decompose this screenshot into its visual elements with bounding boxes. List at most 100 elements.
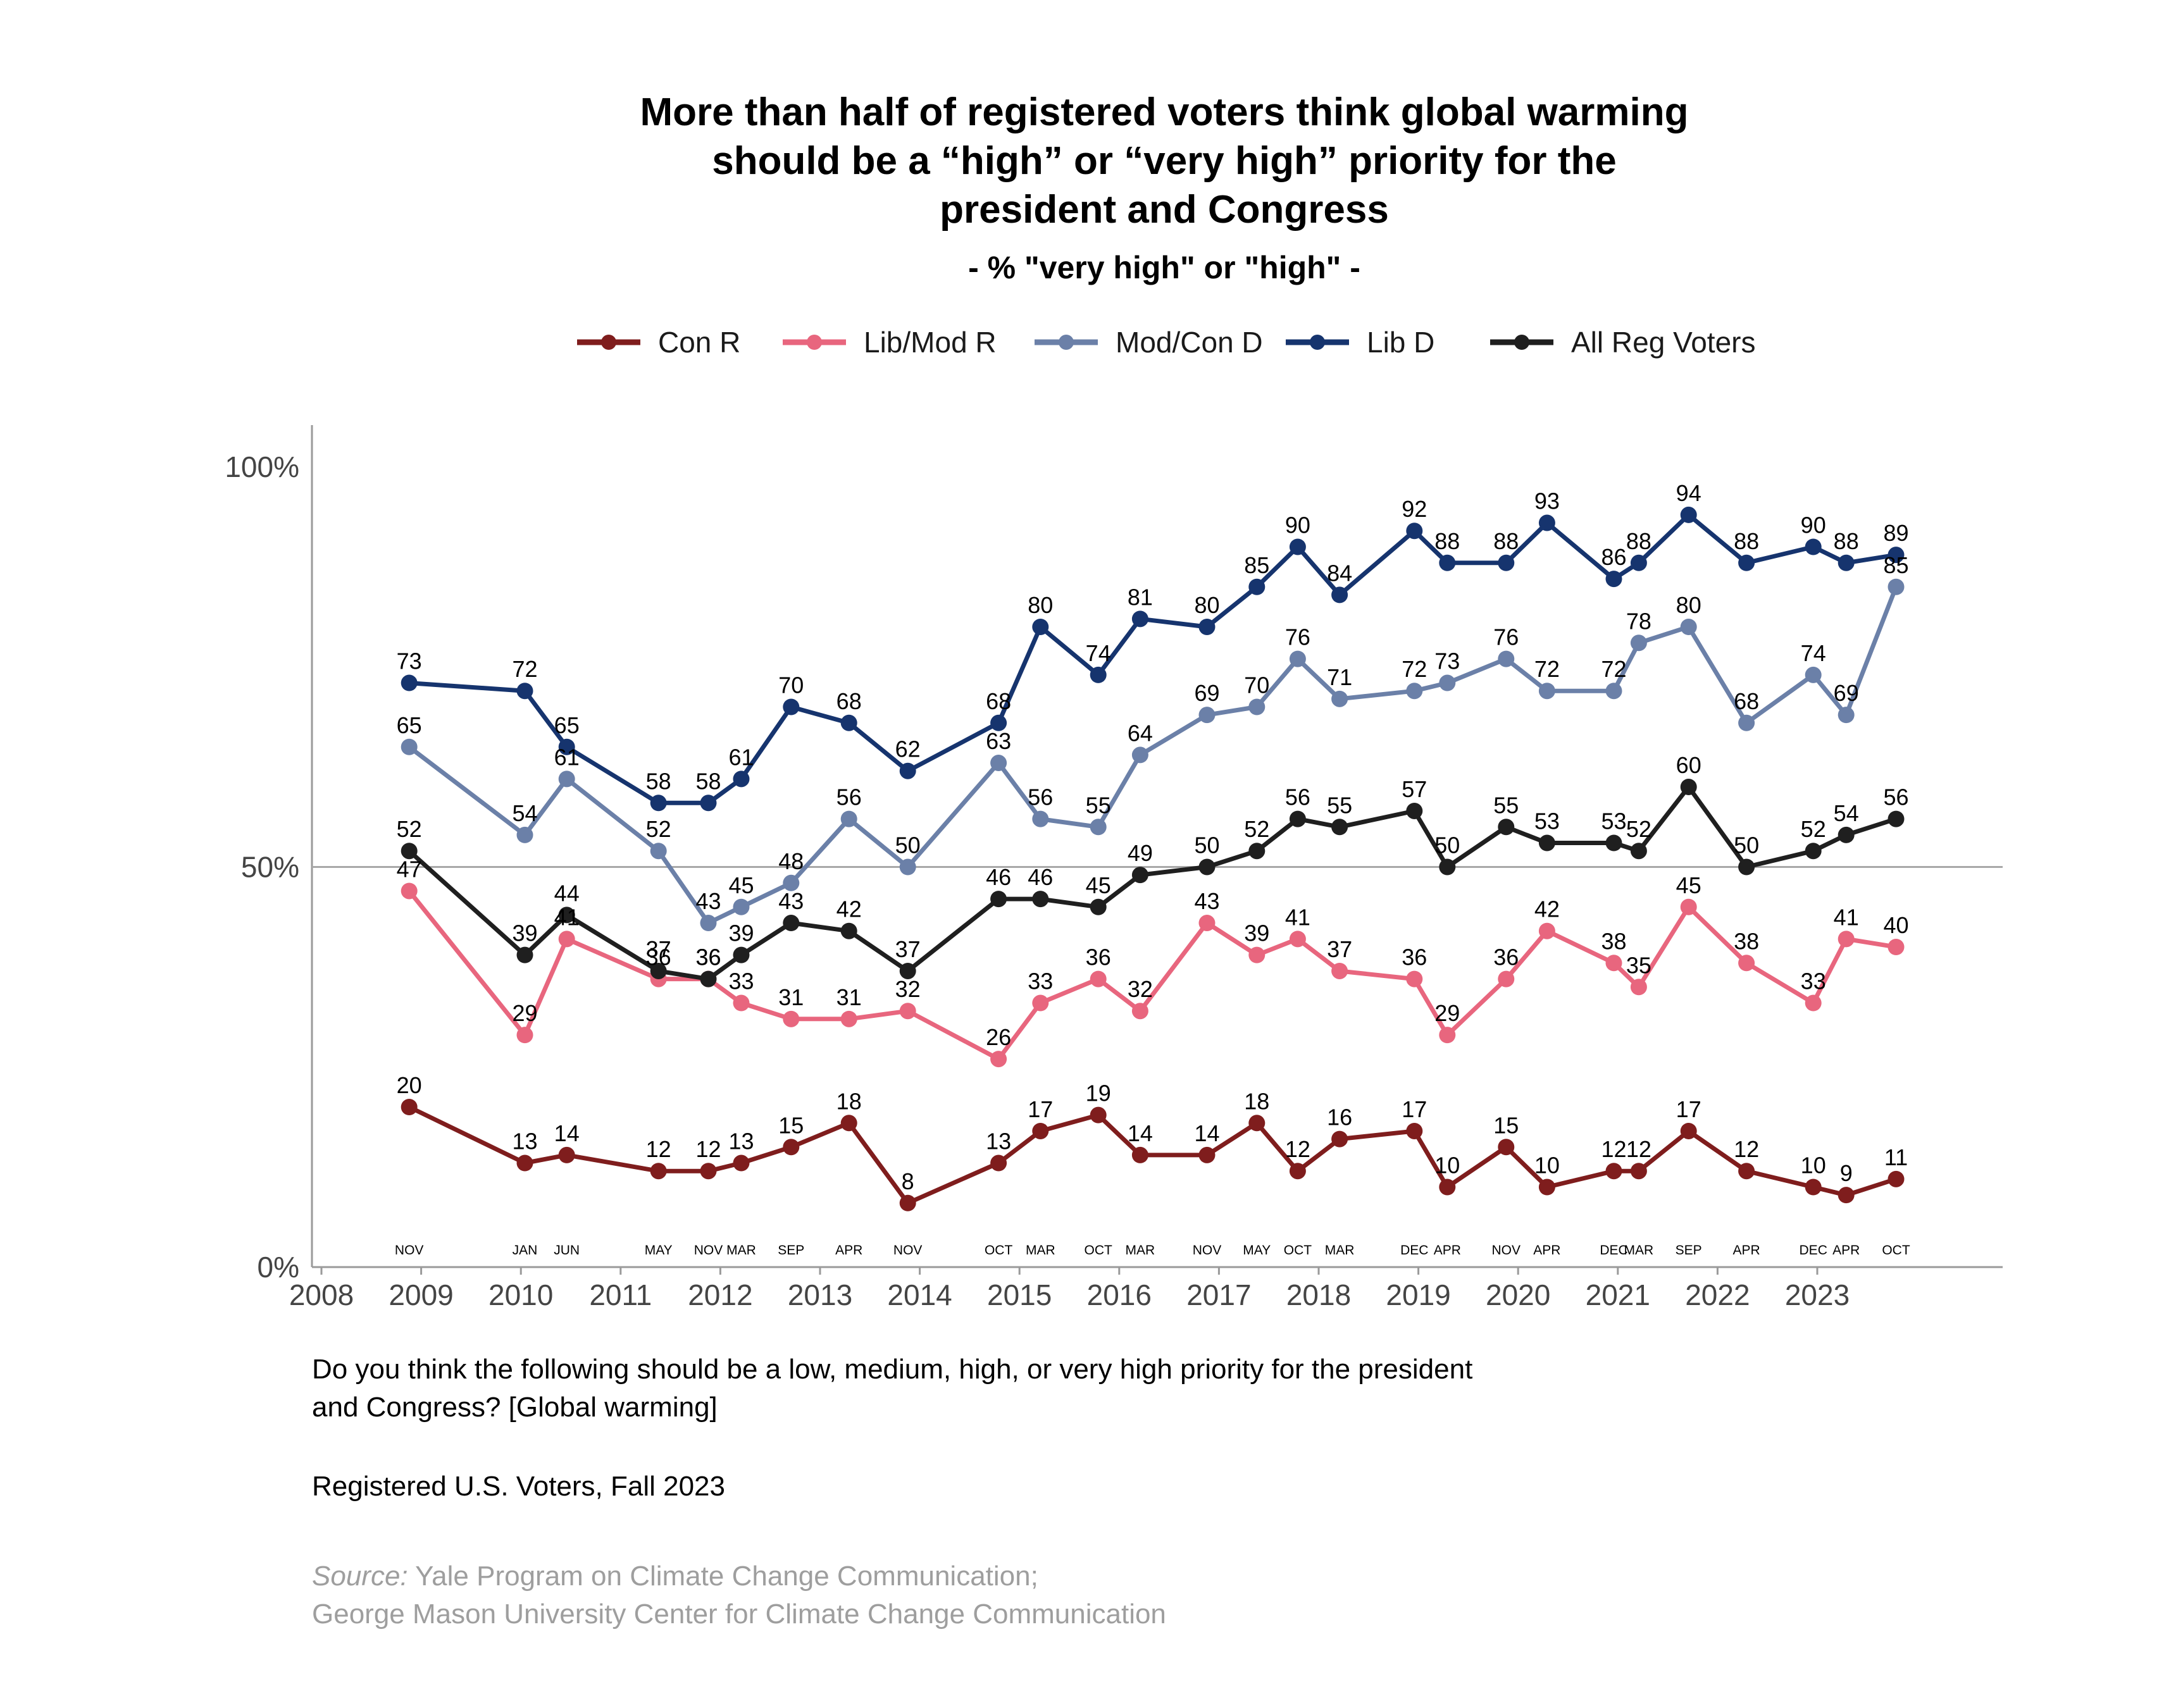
- data-point: [899, 962, 916, 979]
- data-point: [1605, 571, 1622, 588]
- data-label: 80: [1028, 592, 1053, 618]
- data-label: 56: [1028, 784, 1053, 810]
- data-point: [733, 898, 750, 915]
- data-point: [1131, 1003, 1148, 1020]
- data-point: [840, 1010, 857, 1027]
- data-label: 31: [837, 984, 862, 1010]
- legend-item-mod-con-d: Mod/Con D: [1035, 326, 1263, 359]
- series-con-r: [401, 1099, 1905, 1211]
- data-point: [1090, 1106, 1107, 1123]
- data-point: [558, 931, 575, 948]
- data-label: 32: [1128, 976, 1153, 1002]
- data-label: 90: [1285, 512, 1310, 538]
- data-label: 12: [1285, 1136, 1310, 1162]
- data-point: [1331, 1130, 1348, 1148]
- data-label: 72: [1601, 656, 1626, 682]
- data-point: [1805, 843, 1822, 860]
- data-point: [1888, 547, 1905, 564]
- data-point: [1289, 538, 1306, 555]
- month-label: MAR: [1126, 1243, 1155, 1258]
- data-label: 14: [1194, 1120, 1219, 1146]
- data-label: 68: [837, 688, 862, 714]
- data-point: [1605, 955, 1622, 972]
- data-point: [1680, 779, 1697, 795]
- data-point: [1888, 1170, 1905, 1187]
- month-label: MAR: [1624, 1243, 1654, 1258]
- data-label: 57: [1402, 776, 1427, 802]
- month-label: SEP: [1676, 1243, 1702, 1258]
- data-point: [1680, 506, 1697, 523]
- data-label: 45: [728, 872, 754, 898]
- month-label: NOV: [1492, 1243, 1521, 1258]
- data-label: 42: [837, 896, 862, 922]
- data-label: 10: [1534, 1153, 1560, 1179]
- data-point: [1538, 1179, 1555, 1196]
- data-label: 42: [1534, 896, 1560, 922]
- y-tick-label: 100%: [225, 450, 299, 483]
- legend-label: Mod/Con D: [1116, 326, 1263, 359]
- data-label: 41: [554, 904, 580, 930]
- data-point: [990, 891, 1007, 908]
- data-point: [1032, 1122, 1049, 1139]
- series-layer: [401, 506, 1905, 1211]
- data-label: 94: [1676, 480, 1701, 506]
- data-point: [1331, 962, 1348, 979]
- data-point: [1538, 834, 1555, 851]
- month-label: APR: [1434, 1243, 1461, 1258]
- chart-title-line-2: should be a “high” or “very high” priori…: [712, 139, 1617, 183]
- x-tick-label: 2008: [289, 1278, 354, 1311]
- x-tick-label: 2011: [589, 1278, 652, 1311]
- data-point: [733, 946, 750, 963]
- data-point: [840, 922, 857, 939]
- data-label: 33: [1801, 968, 1826, 994]
- data-point: [840, 810, 857, 827]
- data-label: 73: [1434, 648, 1460, 674]
- data-label: 56: [837, 784, 862, 810]
- data-label: 56: [1883, 784, 1908, 810]
- data-label: 37: [646, 936, 671, 962]
- month-label: OCT: [1284, 1243, 1312, 1258]
- data-point: [650, 1163, 667, 1180]
- source-text: Source: Yale Program on Climate Change C…: [312, 1557, 1166, 1633]
- data-label: 76: [1285, 624, 1310, 650]
- data-label: 55: [1493, 792, 1519, 818]
- data-point: [700, 795, 717, 812]
- data-point: [1131, 867, 1148, 884]
- data-label: 55: [1086, 792, 1111, 818]
- data-point: [1630, 554, 1647, 571]
- data-point: [1198, 858, 1216, 876]
- series-line: [407, 784, 1897, 982]
- data-point: [1406, 970, 1423, 987]
- data-point: [1838, 826, 1855, 843]
- data-label: 93: [1534, 488, 1560, 514]
- data-point: [1838, 707, 1855, 724]
- data-label: 37: [895, 936, 921, 962]
- data-label: 17: [1028, 1096, 1053, 1122]
- series-mod-con-d: [401, 578, 1905, 932]
- data-label: 70: [1244, 672, 1269, 698]
- data-label: 46: [986, 864, 1011, 890]
- data-point: [1248, 843, 1266, 860]
- data-label: 9: [1840, 1160, 1853, 1186]
- month-label: MAR: [1026, 1243, 1055, 1258]
- legend-marker: [1059, 335, 1074, 350]
- data-label: 81: [1128, 584, 1153, 610]
- data-label: 18: [1244, 1088, 1269, 1114]
- legend-label: Lib/Mod R: [864, 326, 997, 359]
- data-point: [1630, 979, 1647, 996]
- data-label: 60: [1676, 752, 1701, 778]
- data-label: 88: [1734, 528, 1759, 554]
- data-point: [401, 843, 418, 860]
- data-point: [1605, 834, 1622, 851]
- data-point: [783, 1139, 800, 1156]
- data-label: 39: [728, 920, 754, 946]
- data-label: 12: [695, 1136, 721, 1162]
- data-point: [700, 915, 717, 932]
- data-point: [1680, 898, 1697, 915]
- data-point: [1090, 970, 1107, 987]
- month-label: OCT: [1085, 1243, 1113, 1258]
- data-point: [516, 683, 533, 700]
- data-point: [1838, 554, 1855, 571]
- data-point: [1888, 810, 1905, 827]
- data-point: [1538, 514, 1555, 531]
